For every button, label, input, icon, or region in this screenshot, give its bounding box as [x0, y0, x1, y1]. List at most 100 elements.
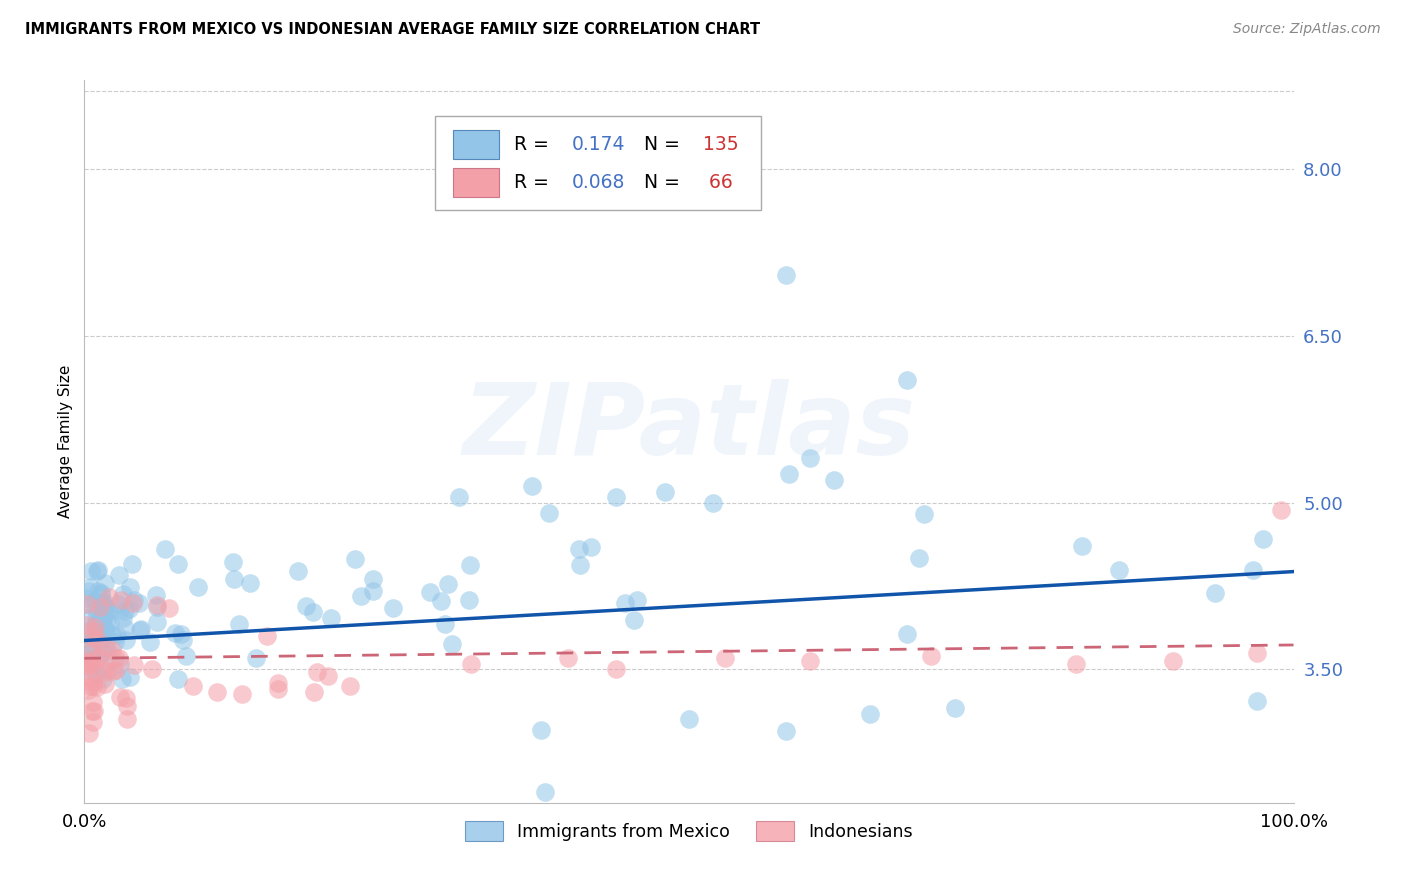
Point — [93, 595, 115, 609]
Point — [441, 637, 464, 651]
Point — [114, 604, 136, 618]
Point — [775, 723, 797, 738]
Point — [172, 632, 194, 647]
Point — [115, 690, 138, 705]
Point — [79, 671, 101, 685]
Point — [86, 632, 108, 647]
Point — [1246, 646, 1268, 660]
Point — [1270, 503, 1292, 517]
Point — [111, 611, 134, 625]
Point — [82, 714, 104, 729]
Text: N =: N = — [644, 135, 686, 153]
Point — [75, 611, 97, 625]
Text: Source: ZipAtlas.com: Source: ZipAtlas.com — [1233, 22, 1381, 37]
Point — [231, 687, 253, 701]
Point — [103, 664, 125, 678]
Point — [654, 484, 676, 499]
Point — [460, 657, 482, 671]
Point — [295, 599, 318, 613]
Point — [86, 680, 108, 694]
Point — [613, 596, 636, 610]
Point — [267, 682, 290, 697]
Point — [98, 615, 121, 630]
Point — [83, 617, 105, 632]
Point — [1246, 693, 1268, 707]
Point — [557, 651, 579, 665]
Point — [104, 635, 127, 649]
Point — [91, 673, 114, 687]
Point — [339, 679, 361, 693]
Point — [146, 598, 169, 612]
Point — [84, 601, 107, 615]
Point — [920, 649, 942, 664]
Point — [96, 614, 118, 628]
Point — [87, 599, 110, 614]
Point — [82, 695, 104, 709]
Point — [96, 601, 118, 615]
Text: R =: R = — [513, 173, 554, 192]
Point — [187, 580, 209, 594]
Point — [181, 679, 204, 693]
Point — [228, 617, 250, 632]
Point — [87, 626, 110, 640]
Point — [110, 657, 132, 671]
Point — [90, 586, 112, 600]
Point — [344, 551, 367, 566]
Legend: Immigrants from Mexico, Indonesians: Immigrants from Mexico, Indonesians — [458, 814, 920, 848]
Point — [908, 551, 931, 566]
Point — [129, 623, 152, 637]
Point — [859, 706, 882, 721]
Point — [287, 564, 309, 578]
Point — [110, 690, 132, 705]
Point — [84, 616, 107, 631]
Point — [89, 619, 111, 633]
Point — [458, 558, 481, 572]
Point — [108, 604, 131, 618]
Point — [89, 650, 111, 665]
Point — [94, 677, 117, 691]
Point — [91, 662, 114, 676]
Point — [82, 624, 104, 639]
Point — [91, 597, 114, 611]
Point — [76, 617, 98, 632]
Point — [114, 621, 136, 635]
Point — [80, 657, 103, 672]
Point — [97, 605, 120, 619]
Point — [350, 589, 373, 603]
Point — [823, 474, 845, 488]
Point — [76, 597, 98, 611]
Point — [77, 663, 100, 677]
Point — [449, 490, 471, 504]
Point — [943, 701, 966, 715]
Point — [115, 632, 138, 647]
Point — [80, 639, 103, 653]
Point — [82, 644, 104, 658]
Point — [537, 507, 560, 521]
Point — [1108, 564, 1130, 578]
Point — [533, 785, 555, 799]
Point — [245, 650, 267, 665]
Point — [77, 658, 100, 673]
Point — [79, 580, 101, 594]
Point — [90, 596, 112, 610]
Point — [107, 597, 129, 611]
Point — [319, 610, 342, 624]
Point — [139, 634, 162, 648]
Point — [128, 596, 150, 610]
Point — [97, 590, 120, 604]
Point — [112, 587, 135, 601]
Point — [382, 601, 405, 615]
Point — [105, 628, 128, 642]
Point — [94, 576, 117, 591]
Point — [82, 674, 104, 689]
Point — [96, 665, 118, 679]
Point — [87, 650, 110, 665]
FancyBboxPatch shape — [453, 168, 499, 197]
Point — [84, 665, 107, 680]
Point — [569, 558, 592, 572]
Point — [167, 558, 190, 572]
Point — [77, 583, 100, 598]
Point — [105, 651, 128, 665]
Y-axis label: Average Family Size: Average Family Size — [58, 365, 73, 518]
Point — [433, 617, 456, 632]
